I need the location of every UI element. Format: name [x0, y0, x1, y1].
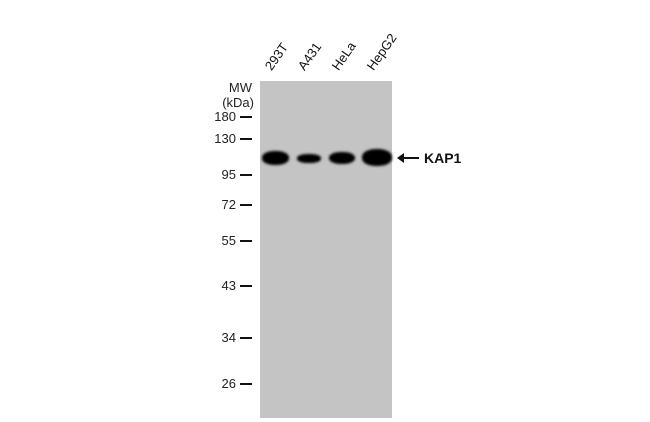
mw-marker-label: 26 — [221, 376, 236, 391]
lane-label: A431 — [294, 39, 325, 73]
band-HeLa — [329, 152, 355, 164]
lane-label: HeLa — [328, 38, 359, 73]
mw-marker-label: 43 — [221, 278, 236, 293]
mw-marker-tick — [240, 174, 252, 176]
mw-marker-tick — [240, 337, 252, 339]
lane-label: 293T — [261, 40, 292, 73]
arrow-left-icon — [397, 153, 419, 163]
target-label: KAP1 — [424, 150, 462, 166]
mw-marker-label: 72 — [221, 197, 236, 212]
mw-marker-label: 95 — [221, 167, 236, 182]
mw-marker-label: 130 — [214, 131, 236, 146]
band-293T — [262, 151, 289, 165]
mw-marker-tick — [240, 240, 252, 242]
blot-membrane — [260, 81, 392, 418]
mw-marker-tick — [240, 138, 252, 140]
mw-marker-label: 55 — [221, 233, 236, 248]
band-HepG2 — [362, 149, 392, 166]
band-A431 — [297, 154, 321, 163]
mw-marker-tick — [240, 204, 252, 206]
mw-marker-label: 34 — [221, 330, 236, 345]
lane-label: HepG2 — [363, 30, 400, 73]
mw-marker-tick — [240, 116, 252, 118]
mw-marker-label: 180 — [214, 109, 236, 124]
mw-unit: (kDa) — [222, 95, 254, 110]
mw-marker-tick — [240, 285, 252, 287]
mw-header: MW — [228, 80, 252, 95]
mw-marker-tick — [240, 383, 252, 385]
